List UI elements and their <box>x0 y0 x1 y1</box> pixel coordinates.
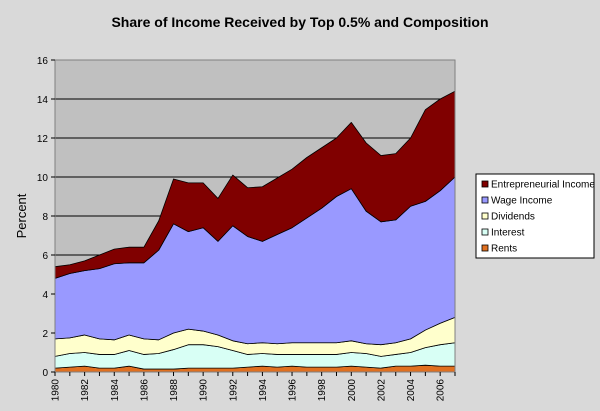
legend-label: Wage Income <box>491 196 553 207</box>
y-tick-label: 0 <box>42 368 48 379</box>
legend-swatch <box>481 196 489 204</box>
legend-label: Rents <box>491 244 517 255</box>
x-tick-label: 1982 <box>80 379 91 402</box>
y-axis-label: Percent <box>14 193 29 238</box>
legend-box <box>475 173 595 259</box>
legend: Entrepreneurial Income Wage Income Dividen… <box>475 173 595 259</box>
legend-label: Interest <box>491 228 525 239</box>
x-tick-label: 1998 <box>317 379 328 402</box>
x-tick-label: 1996 <box>288 379 299 402</box>
legend-label: Dividends <box>491 212 535 223</box>
x-tick-label: 1992 <box>228 379 239 402</box>
x-tick-label: 2004 <box>406 379 417 402</box>
x-tick-label: 2002 <box>376 379 387 402</box>
y-tick-label: 6 <box>42 251 48 262</box>
legend-swatch <box>481 180 489 188</box>
y-tick-label: 12 <box>37 134 49 145</box>
y-axis: 0 2 4 6 8 10 12 14 16 <box>37 56 55 379</box>
y-tick-label: 4 <box>42 290 48 301</box>
x-tick-label: 1986 <box>139 379 150 402</box>
x-tick-label: 2000 <box>347 379 358 402</box>
legend-swatch <box>481 244 489 252</box>
x-tick-label: 1994 <box>258 379 269 402</box>
x-tick-label: 1990 <box>199 379 210 402</box>
y-tick-label: 16 <box>37 56 49 67</box>
legend-swatch <box>481 212 489 220</box>
legend-swatch <box>481 228 489 236</box>
x-tick-label: 1988 <box>169 379 180 402</box>
y-tick-label: 8 <box>42 212 48 223</box>
y-tick-label: 2 <box>42 329 48 340</box>
legend-label: Entrepreneurial Income <box>491 180 595 191</box>
chart-title: Share of Income Received by Top 0.5% and… <box>111 14 488 30</box>
x-axis: 1980 1982 1984 1986 1988 1990 1992 1994 1996 1998… <box>51 372 456 401</box>
y-tick-label: 14 <box>37 95 49 106</box>
x-tick-label: 1984 <box>110 379 121 402</box>
y-tick-label: 10 <box>37 173 49 184</box>
x-tick-label: 2006 <box>436 379 447 402</box>
x-tick-label: 1980 <box>51 379 62 402</box>
